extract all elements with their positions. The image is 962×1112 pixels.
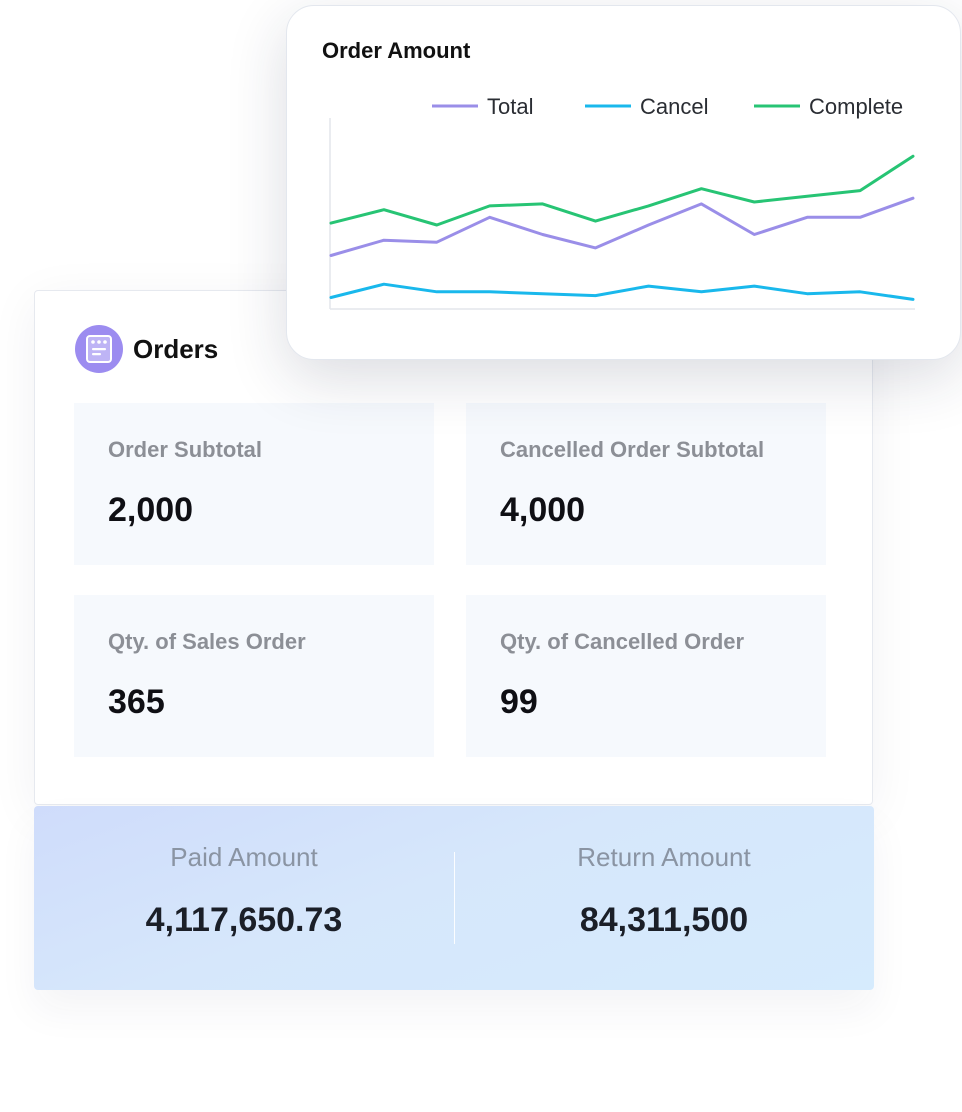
calendar-list-icon: [75, 325, 123, 373]
stat-value: 2,000: [108, 491, 194, 529]
amount-divider: [454, 852, 455, 944]
stat-label: Qty. of Cancelled Order: [500, 629, 745, 654]
return-amount-section: Return Amount 84,311,500: [454, 842, 874, 940]
stat-label: Order Subtotal: [108, 437, 263, 462]
orders-card: Orders Order Subtotal 2,000 Cancelled Or…: [34, 290, 873, 805]
legend-item-total[interactable]: Total: [432, 94, 533, 119]
legend-label: Complete: [809, 94, 903, 119]
legend-item-complete[interactable]: Complete: [754, 94, 903, 119]
return-amount-label: Return Amount: [577, 842, 751, 872]
paid-amount-value: 4,117,650.73: [145, 901, 343, 939]
order-amount-chart-card: Order Amount Total Cancel Complete: [286, 5, 961, 360]
stat-label: Qty. of Sales Order: [108, 629, 306, 654]
amount-summary-bar: Paid Amount 4,117,650.73 Return Amount 8…: [34, 806, 874, 990]
return-amount-value: 84,311,500: [579, 901, 749, 939]
series-line-total: [329, 196, 915, 257]
stat-value: 99: [500, 683, 538, 721]
stat-label: Cancelled Order Subtotal: [500, 437, 765, 462]
chart-title: Order Amount: [322, 38, 471, 63]
paid-amount-section: Paid Amount 4,117,650.73: [34, 842, 454, 940]
legend-label: Total: [487, 94, 533, 119]
stat-cancelled-order-subtotal: Cancelled Order Subtotal 4,000: [466, 403, 826, 565]
stat-qty-sales-order: Qty. of Sales Order 365: [74, 595, 434, 757]
stat-value: 365: [108, 683, 165, 721]
series-line-complete: [329, 154, 915, 227]
stat-qty-cancelled-order: Qty. of Cancelled Order 99: [466, 595, 826, 757]
stat-value: 4,000: [500, 491, 586, 529]
paid-amount-label: Paid Amount: [170, 842, 318, 872]
legend-item-cancel[interactable]: Cancel: [585, 94, 708, 119]
series-line-cancel: [329, 282, 915, 301]
order-amount-chart: Total Cancel Complete: [329, 94, 915, 310]
stat-order-subtotal: Order Subtotal 2,000: [74, 403, 434, 565]
orders-title: Orders: [133, 333, 219, 364]
legend-label: Cancel: [640, 94, 708, 119]
orders-header: Orders: [75, 325, 218, 373]
